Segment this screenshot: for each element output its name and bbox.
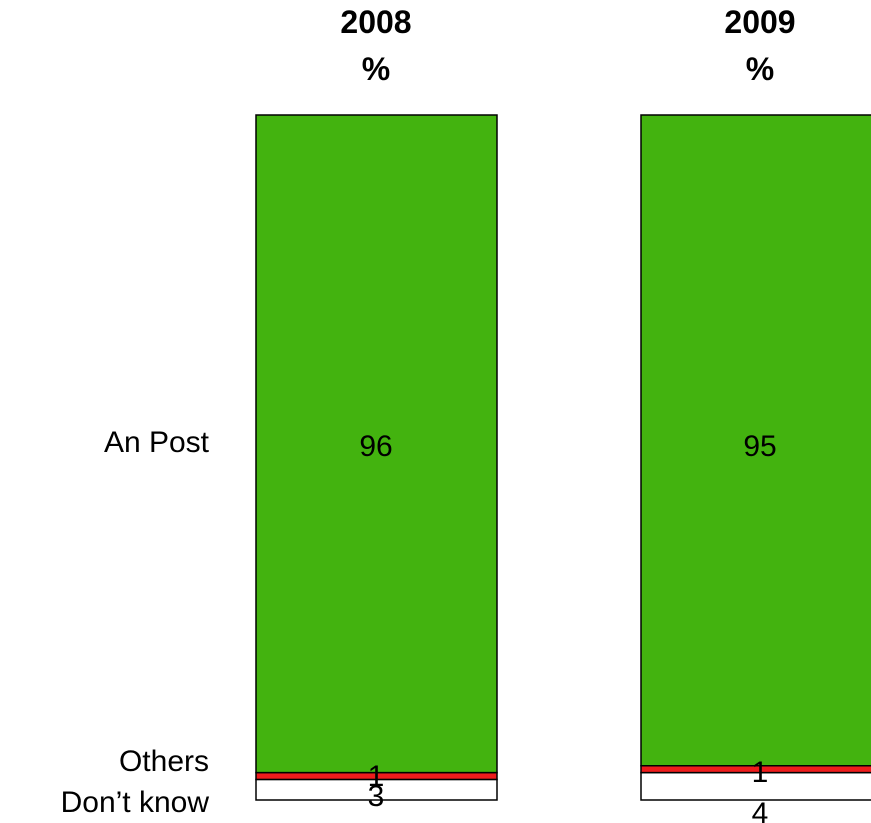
value-label-others-2009: 1	[752, 756, 769, 789]
bar-segments	[255, 114, 871, 801]
category-label-dont-know: Don’t know	[61, 786, 210, 819]
category-label-an-post: An Post	[104, 426, 210, 459]
category-label-others: Others	[119, 745, 209, 778]
value-label-others-2008: 1	[368, 760, 385, 793]
column-unit-2008: %	[362, 51, 390, 87]
column-year-2008: 2008	[340, 4, 411, 40]
column-year-2009: 2009	[724, 4, 795, 40]
bar-segment-an-post-2008	[255, 114, 498, 774]
column-unit-2009: %	[746, 51, 774, 87]
value-label-an-post-2009: 95	[743, 430, 776, 463]
value-label-dont-know-2009: 4	[752, 797, 769, 823]
value-label-dont-know-2008: 3	[368, 780, 385, 813]
bar-segment-an-post-2009	[640, 114, 871, 767]
value-label-an-post-2008: 96	[359, 430, 392, 463]
